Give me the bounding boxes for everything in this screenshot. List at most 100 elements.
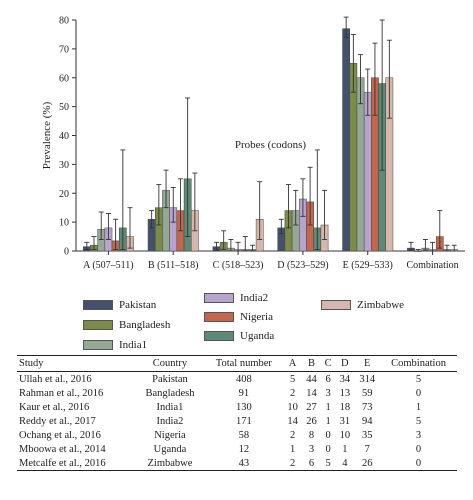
legend-label: Uganda [240,330,275,342]
y-tick-label: 40 [59,131,69,142]
legend-swatch [83,320,113,330]
table-cell: 73 [361,401,373,413]
study-table-header-row: Study Country Total number A B C D E Com… [17,355,457,372]
table-cell: 13 [339,387,351,399]
table-cell: 14 [287,415,298,427]
table-cell: 35 [361,429,373,441]
table-row: Reddy et al., 2017 India2 171 14 26 1 31 94 5 [17,414,457,428]
chart-legend: Pakistan Bangladesh India1 India2 Nigeria Uga… [0,292,473,351]
legend-swatch [204,293,234,303]
table-cell: 5 [415,373,422,385]
table-cell: 130 [235,401,252,413]
table-cell: 18 [339,401,351,413]
table-cell: 0 [415,443,422,455]
table-cell: 91 [238,387,250,399]
x-tick-label: Combination [406,260,458,271]
legend-item: Nigeria [204,311,273,323]
header-e: E [354,355,381,372]
table-cell: 2 [283,456,303,471]
table-cell: 27 [306,401,317,413]
table-cell: 3 [325,387,331,399]
study-table-header: Study Country Total number A B C D E Com… [17,355,457,372]
header-c: C [320,355,336,372]
header-d: D [335,355,355,372]
table-row: Ochang et al., 2016 Nigeria 58 2 8 0 10 35 3 [17,428,457,442]
table-cell: 1 [342,443,348,455]
y-axis-label: Prevalence (%) [41,101,53,169]
legend-item: India1 [83,339,147,351]
table-cell: Uganda [153,443,187,455]
table-cell: Kaur et al., 2016 [19,401,90,413]
table-cell: 314 [359,373,376,385]
table-cell: India2 [156,415,184,427]
table-cell: 44 [306,373,317,385]
table-cell: 10 [287,401,298,413]
table-cell: 5 [415,415,422,427]
table-cell: India1 [156,401,184,413]
table-cell: 171 [235,415,252,427]
header-country: Country [135,355,205,372]
table-cell: Mboowa et al., 2014 [19,443,106,455]
table-cell: Ullah et al., 2016 [19,373,92,385]
table-cell: Ochang et al., 2016 [19,429,101,441]
table-cell: 58 [238,429,250,441]
y-tick-label: 30 [59,160,69,171]
legend-label: Pakistan [119,299,157,311]
legend-swatch [83,300,113,310]
table-cell: 14 [306,387,317,399]
table-cell: 26 [306,415,317,427]
bar [342,28,350,252]
table-cell: 5 [289,373,296,385]
legend-swatch [321,300,351,310]
study-table-wrapper: Study Country Total number A B C D E Com… [17,355,473,471]
table-cell: 2 [289,429,296,441]
x-tick-label: B (511–518) [148,260,198,271]
y-tick-label: 70 [59,44,69,55]
table-cell: 0 [325,443,331,455]
legend-label: India1 [119,339,148,351]
table-cell: 1 [325,415,331,427]
legend-label: India2 [240,292,269,304]
legend-label: Zimbabwe [357,299,405,311]
table-cell: 3 [415,429,422,441]
table-cell: 34 [339,373,351,385]
table-row: Ullah et al., 2016 Pakistan 408 5 44 6 34 314 5 [17,372,457,387]
table-cell: 7 [364,443,370,455]
y-tick-label: 50 [59,102,69,113]
y-tick-label: 60 [59,73,69,84]
header-study: Study [17,355,136,372]
bar [363,91,372,252]
legend-item: India2 [204,292,268,304]
table-cell: 10 [339,429,351,441]
table-cell: 5 [320,456,336,471]
x-tick-label: D (523–529) [277,260,328,271]
table-cell: Zimbabwe [135,456,205,471]
table-cell: Reddy et al., 2017 [19,415,96,427]
legend-item: Zimbabwe [321,299,404,311]
legend-item: Uganda [204,330,274,342]
legend-swatch [83,340,113,350]
table-cell: 31 [339,415,351,427]
table-cell: 4 [335,456,355,471]
table-cell: 8 [308,429,315,441]
table-cell: 6 [325,373,331,385]
table-cell: 43 [204,456,284,471]
study-table-body: Ullah et al., 2016 Pakistan 408 5 44 6 34 314 5 R… [17,372,457,471]
table-cell: 0 [415,387,422,399]
table-cell: 0 [325,429,331,441]
legend-swatch [204,312,234,322]
table-row: Kaur et al., 2016 India1 130 10 27 1 18 73 1 [17,400,457,414]
table-cell: 1 [289,443,296,455]
table-cell: 0 [380,456,457,471]
x-axis-label: Probes (codons) [235,139,307,151]
table-cell: Metcalfe et al., 2016 [17,456,136,471]
legend-item: Bangladesh [83,319,170,331]
x-tick-label: A (507–511) [83,260,133,271]
table-row: Metcalfe et al., 2016 Zimbabwe 43 2 6 5 4 26 0 [17,456,457,471]
x-tick-label: C (518–523) [213,260,264,271]
header-b: B [302,355,321,372]
y-tick-label: 10 [59,218,69,229]
y-tick-label: 80 [59,16,69,27]
table-cell: Bangladesh [145,387,195,399]
table-cell: 408 [235,373,252,385]
